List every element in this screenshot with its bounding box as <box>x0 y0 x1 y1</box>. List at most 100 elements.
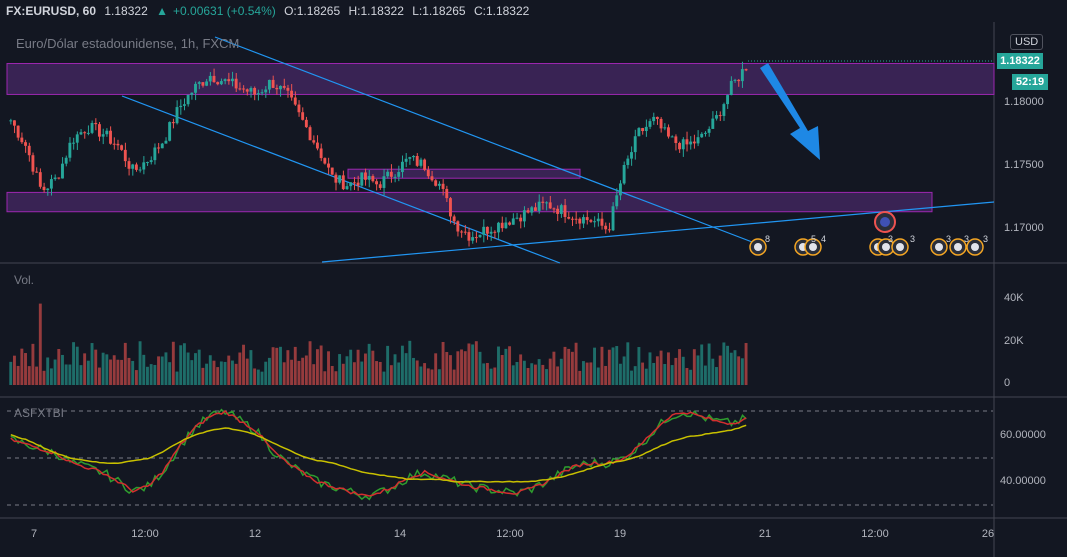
candle-body <box>345 186 349 190</box>
price-axis-label: 1.18000 <box>1004 96 1044 108</box>
time-axis-label: 12:00 <box>496 528 524 540</box>
candle-body <box>301 112 305 120</box>
candle-body <box>109 130 112 144</box>
volume-bar <box>364 353 367 385</box>
volume-bar <box>667 352 670 385</box>
volume-bar <box>61 354 64 385</box>
volume-bar <box>97 367 101 385</box>
candle-body <box>585 217 589 221</box>
event-flag-icon <box>809 243 817 251</box>
volume-bar <box>515 362 519 385</box>
candle-body <box>149 160 153 163</box>
volume-bar <box>79 365 83 385</box>
volume-bar <box>511 365 515 385</box>
volume-bar <box>75 346 79 385</box>
candle-body <box>131 164 135 169</box>
candle-body <box>530 207 534 213</box>
candle-body <box>334 174 338 183</box>
volume-bar <box>504 348 508 385</box>
volume-bar <box>227 355 231 385</box>
volume-bar <box>64 364 68 385</box>
volume-bar <box>46 357 50 385</box>
volume-bar <box>194 353 197 385</box>
candle-body <box>282 85 286 88</box>
volume-bar <box>101 352 105 385</box>
volume-bar <box>367 343 371 385</box>
volume-bar <box>715 367 718 385</box>
volume-bar <box>256 369 260 385</box>
volume-bar <box>9 361 13 385</box>
candle-body <box>707 128 711 133</box>
candle-body <box>349 182 353 187</box>
candle-body <box>667 127 670 137</box>
volume-bar <box>31 343 35 385</box>
candle-body <box>57 177 61 179</box>
symbol-name[interactable]: FX:EURUSD, 60 <box>6 4 97 18</box>
volume-bar <box>382 371 386 385</box>
volume-bar <box>68 364 72 385</box>
volume-bar <box>142 354 146 385</box>
volume-bar <box>652 362 656 385</box>
volume-bar <box>112 355 116 385</box>
candle-body <box>312 140 316 143</box>
volume-bar <box>692 349 696 385</box>
volume-bar <box>740 358 744 385</box>
volume-bar <box>519 354 523 385</box>
price-axis-label: 1.17000 <box>1004 222 1044 234</box>
candle-body <box>504 222 508 229</box>
candle-body <box>352 182 356 184</box>
candle-body <box>600 218 604 226</box>
volume-bar <box>618 363 622 385</box>
currency-button[interactable]: USD <box>1010 34 1044 50</box>
volume-bar <box>552 351 556 385</box>
candle-body <box>685 139 689 145</box>
candle-body <box>644 126 648 132</box>
volume-bar <box>234 363 238 385</box>
candle-body <box>615 195 619 207</box>
candle-body <box>744 69 748 71</box>
volume-bar <box>408 340 412 385</box>
candle-body <box>637 128 641 137</box>
time-axis-label: 21 <box>758 528 772 540</box>
candle-body <box>219 81 223 85</box>
volume-bar <box>35 366 39 385</box>
candle-body <box>367 175 371 180</box>
candle-body <box>692 141 696 144</box>
volume-bar <box>72 342 76 385</box>
volume-bar <box>223 361 227 385</box>
volume-bar <box>134 370 138 385</box>
candle-body <box>142 162 146 170</box>
volume-bar <box>493 367 497 385</box>
volume-bar <box>541 364 545 385</box>
candle-body <box>596 218 600 222</box>
volume-bar <box>589 362 593 385</box>
candle-body <box>482 226 486 235</box>
event-count: 5 <box>811 234 817 244</box>
candle-body <box>68 142 72 158</box>
volume-bar <box>297 360 301 385</box>
volume-bar <box>116 359 120 385</box>
volume-axis-label: 20K <box>1004 335 1024 347</box>
candle-body <box>360 172 364 186</box>
volume-bar <box>160 356 164 385</box>
volume-bar <box>685 368 689 385</box>
volume-bar <box>275 347 279 385</box>
volume-bar <box>378 361 382 385</box>
candle-body <box>404 158 408 162</box>
candle-body <box>253 88 257 95</box>
volume-bar <box>179 345 183 385</box>
candle-body <box>497 222 500 233</box>
candle-body <box>308 127 312 141</box>
time-axis-label: 14 <box>393 528 407 540</box>
candle-body <box>319 148 323 159</box>
oscillator-layer <box>10 408 747 501</box>
volume-bar <box>644 368 648 385</box>
volume-bar <box>456 351 460 385</box>
volume-bar <box>430 369 434 385</box>
candle-body <box>548 202 552 209</box>
volume-bar <box>611 347 615 385</box>
candle-body <box>522 210 526 222</box>
candle-body <box>42 186 46 191</box>
volume-bar <box>146 366 149 385</box>
